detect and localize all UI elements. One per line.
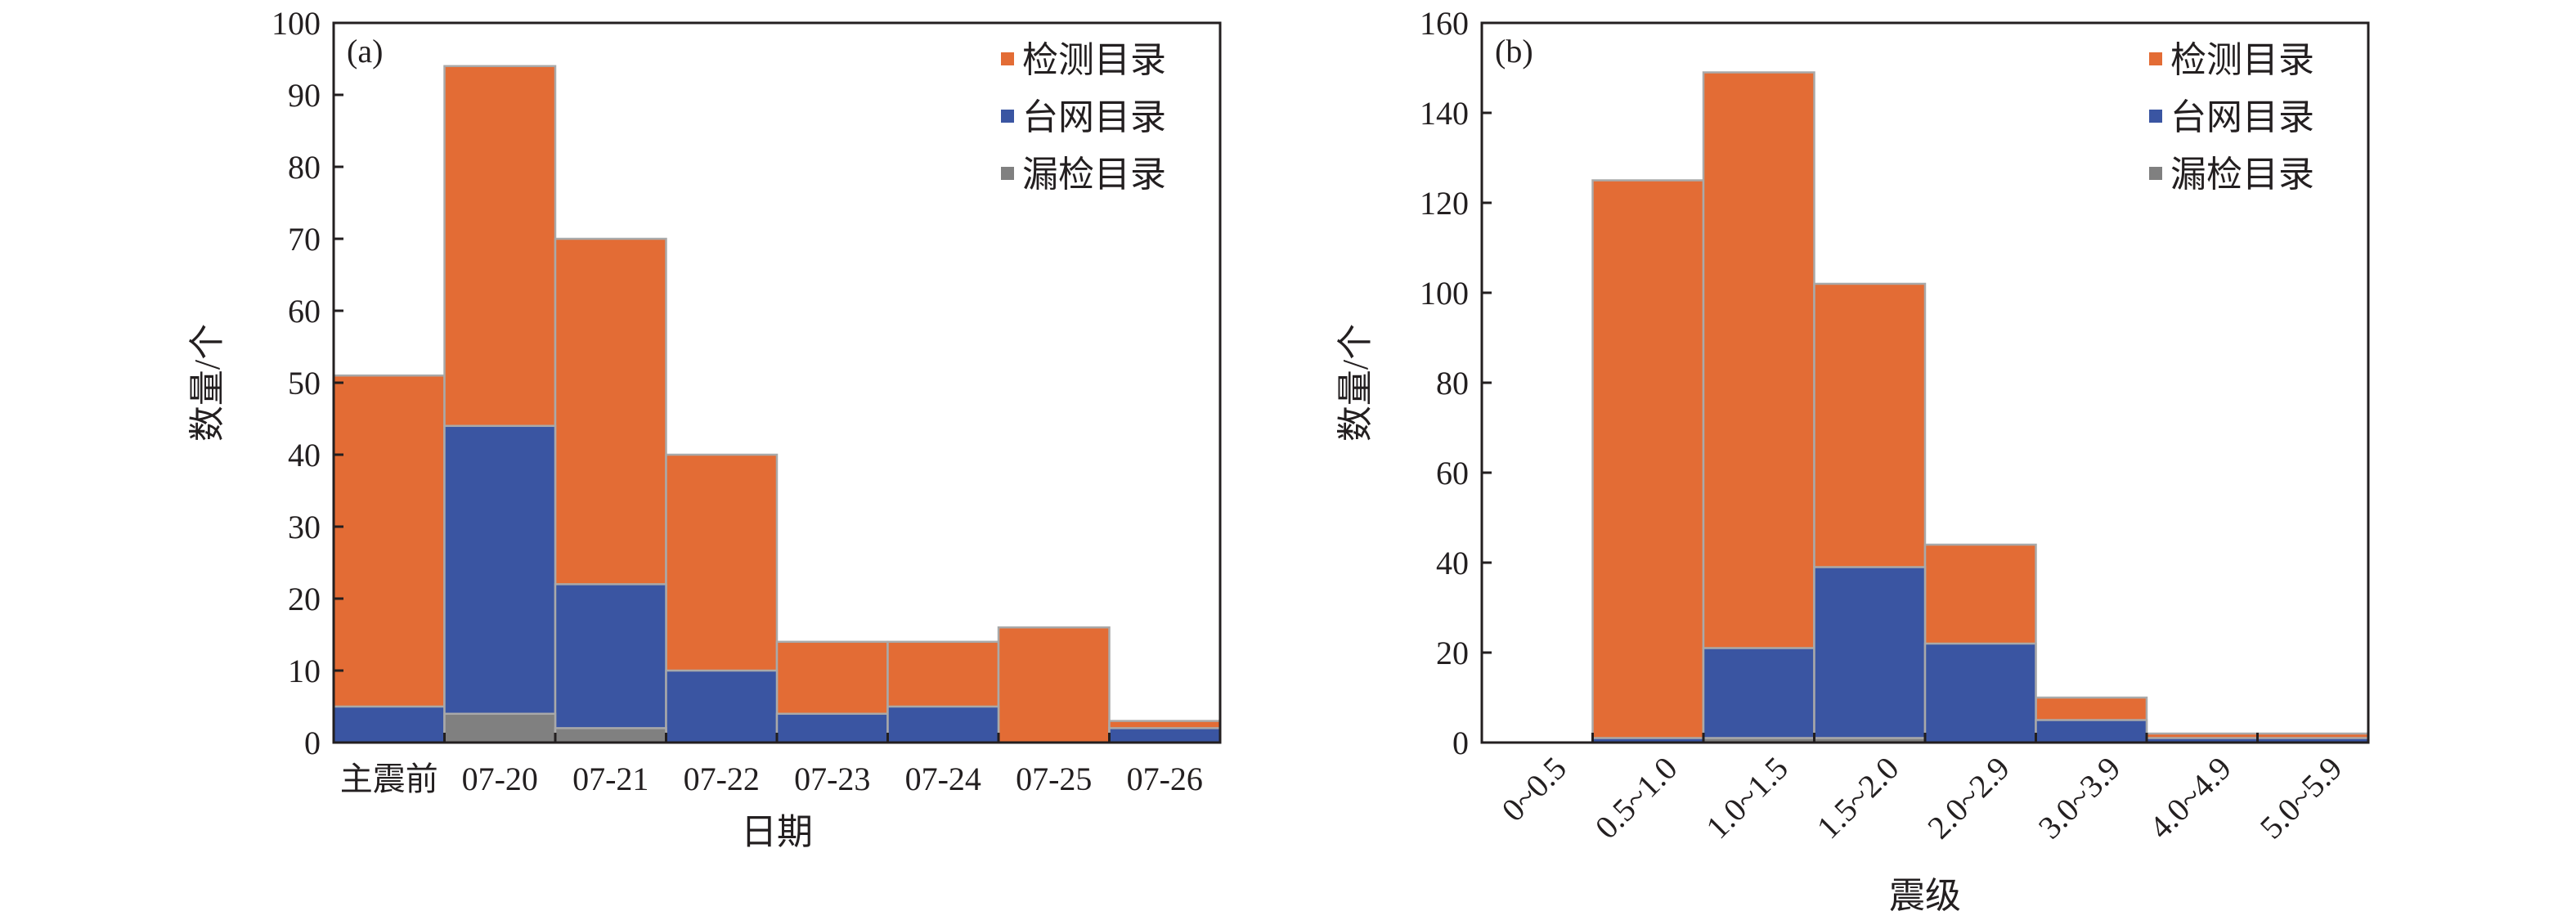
ytick-label-b-8: 160 [1420,5,1469,42]
legend-label-a-2: 漏检目录 [1022,155,1166,195]
ytick-label-a-3: 30 [288,509,321,545]
bar-b-s1-4 [1923,642,2037,744]
legend-label-a-1: 台网目录 [1022,97,1166,137]
ytick-label-a-6: 60 [288,293,321,330]
legend-swatch-b-0 [2149,52,2162,65]
xtick-label-b-3: 1.5~2.0 [1810,750,1906,846]
xtick-label-a-7: 07-26 [1127,761,1203,797]
legend-swatch-a-2 [1001,167,1014,180]
xtick-label-a-1: 07-20 [462,761,538,797]
xtick-label-b-2: 1.0~1.5 [1699,750,1795,846]
xtick-label-b-1: 0.5~1.0 [1588,750,1685,846]
panel-label-b: (b) [1495,33,1533,70]
legend-label-a-0: 检测目录 [1022,40,1166,80]
xtick-label-a-3: 07-22 [684,761,760,797]
ytick-label-a-4: 40 [288,437,321,473]
bar-a-s1-5 [886,705,1000,744]
panel-label-a: (a) [347,33,383,70]
legend-label-b-0: 检测目录 [2170,40,2314,80]
xtick-label-b-5: 3.0~3.9 [2031,750,2128,846]
y-axis-label-b: 数量/个 [1335,324,1376,442]
xtick-label-a-6: 07-25 [1016,761,1092,797]
ytick-label-a-7: 70 [288,221,321,258]
ytick-label-b-1: 20 [1436,635,1469,671]
bar-a-s0-6 [997,626,1111,744]
bar-b-s0-2 [1702,71,1815,744]
bar-a-s1-4 [775,712,889,744]
x-axis-label-b: 震级 [1889,876,1961,916]
xtick-label-b-4: 2.0~2.9 [1920,750,2017,846]
ytick-label-a-8: 80 [288,149,321,186]
x-axis-label-a: 日期 [741,812,813,852]
legend-swatch-b-2 [2149,167,2162,180]
ytick-label-b-2: 40 [1436,545,1469,581]
bar-b-s0-1 [1591,179,1705,744]
ytick-label-a-1: 10 [288,653,321,689]
bar-a-s1-7 [1108,727,1222,744]
legend-label-b-1: 台网目录 [2170,97,2314,137]
legend-swatch-b-1 [2149,110,2162,123]
xtick-label-b-0: 0~0.5 [1494,750,1573,829]
bar-a-s1-2 [554,583,667,744]
legend-swatch-a-1 [1001,110,1014,123]
xtick-label-b-6: 4.0~4.9 [2142,750,2238,846]
bar-b-s1-2 [1702,647,1815,744]
xtick-label-a-2: 07-21 [572,761,648,797]
bar-a-s1-0 [332,705,446,744]
bar-b-s1-5 [2035,719,2148,744]
bar-a-s0-0 [332,374,446,744]
ytick-label-a-10: 100 [272,5,321,42]
legend-label-b-2: 漏检目录 [2170,155,2314,195]
ytick-label-b-0: 0 [1452,725,1469,761]
ytick-label-b-3: 60 [1436,455,1469,491]
ytick-label-a-0: 0 [304,725,321,761]
bar-a-s2-1 [443,712,557,744]
legend-swatch-a-0 [1001,52,1014,65]
ytick-label-a-9: 90 [288,77,321,114]
xtick-label-a-4: 07-23 [794,761,870,797]
xtick-label-a-5: 07-24 [905,761,981,797]
bar-a-s1-3 [665,669,779,744]
y-axis-label-a: 数量/个 [187,324,227,442]
ytick-label-a-2: 20 [288,581,321,617]
chart-panel-b: 0 20 40 60 80 100 120 140 160 0~0.5 0.5~1.0 1.0~1.5… [1335,5,2370,916]
ytick-label-b-5: 100 [1420,275,1469,312]
xtick-label-a-0: 主震前 [340,761,438,797]
ytick-label-b-4: 80 [1436,365,1469,402]
ytick-label-b-6: 120 [1420,185,1469,222]
bar-b-s1-3 [1813,566,1927,744]
ytick-label-a-5: 50 [288,365,321,402]
bar-a-s1-1 [443,424,557,744]
bar-a-s2-2 [554,727,667,744]
xtick-label-b-7: 5.0~5.9 [2253,750,2349,846]
ytick-label-b-7: 140 [1420,95,1469,132]
chart-panel-a: 0 10 20 30 40 50 60 70 80 90 100 主震前 07-20 07-21 07-22… [187,5,1222,852]
